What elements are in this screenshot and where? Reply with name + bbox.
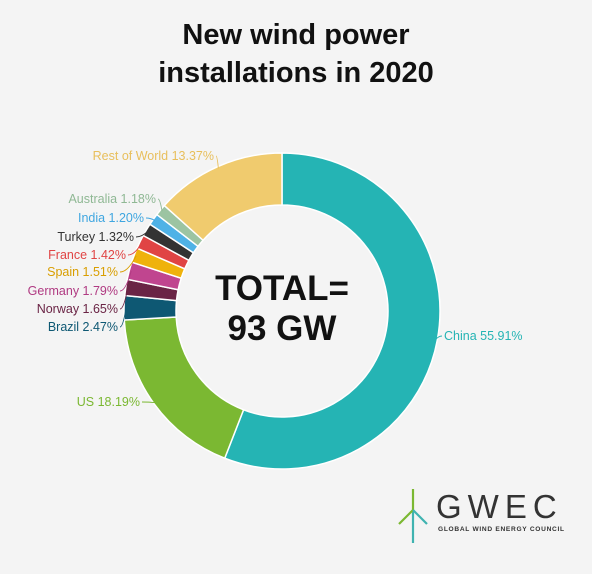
logo-wordmark: GWEC bbox=[436, 488, 563, 525]
label-india: India 1.20% bbox=[78, 211, 144, 225]
label-germany: Germany 1.79% bbox=[28, 284, 118, 298]
label-china: China 55.91% bbox=[444, 329, 523, 343]
slice-rest-of-world bbox=[163, 152, 283, 242]
leader-india bbox=[145, 217, 156, 221]
label-australia: Australia 1.18% bbox=[68, 192, 156, 206]
label-rest-of-world: Rest of World 13.37% bbox=[93, 149, 214, 163]
slice-china bbox=[223, 152, 441, 470]
chart-title-line-2: installations in 2020 bbox=[158, 57, 434, 89]
gwec-logo: GWEC GLOBAL WIND ENERGY COUNCIL bbox=[396, 488, 566, 544]
leader-australia bbox=[157, 198, 163, 212]
center-total-label: TOTAL= bbox=[215, 269, 349, 308]
leader-spain bbox=[119, 255, 137, 273]
leader-brazil bbox=[119, 307, 127, 328]
label-norway: Norway 1.65% bbox=[37, 302, 118, 316]
label-spain: Spain 1.51% bbox=[47, 265, 118, 279]
leader-china bbox=[434, 335, 443, 341]
leader-turkey bbox=[135, 230, 149, 238]
label-france: France 1.42% bbox=[48, 248, 126, 262]
leader-germany bbox=[119, 271, 132, 292]
label-turkey: Turkey 1.32% bbox=[57, 230, 134, 244]
leader-norway bbox=[119, 287, 129, 310]
leader-us bbox=[141, 401, 156, 404]
slice-us bbox=[123, 316, 245, 460]
turbine-icon bbox=[398, 489, 428, 543]
center-total-value: 93 GW bbox=[228, 309, 337, 348]
logo-subtitle: GLOBAL WIND ENERGY COUNCIL bbox=[438, 526, 565, 533]
label-brazil: Brazil 2.47% bbox=[48, 320, 118, 334]
leader-rest-of-world bbox=[215, 155, 219, 169]
leader-france bbox=[127, 242, 143, 256]
chart-title-line-1: New wind power bbox=[182, 19, 410, 51]
label-us: US 18.19% bbox=[77, 395, 140, 409]
chart-title: New wind power installations in 2020 bbox=[0, 16, 592, 92]
